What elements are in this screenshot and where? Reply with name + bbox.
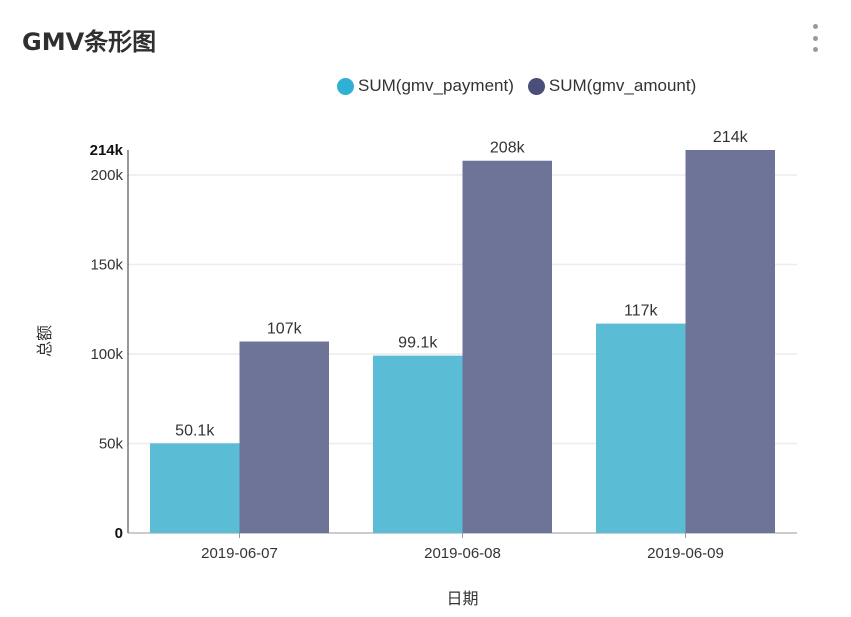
bar-value-label: 107k	[267, 321, 303, 338]
bar-value-label: 99.1k	[398, 335, 438, 352]
x-tick-label: 2019-06-07	[201, 545, 278, 562]
legend-label: SUM(gmv_payment)	[358, 76, 514, 95]
y-axis-title: 总额	[35, 325, 54, 357]
y-tick-label: 150k	[90, 257, 123, 274]
bar[interactable]	[685, 150, 776, 533]
menu-dot	[812, 24, 818, 29]
bar-value-label: 50.1k	[175, 422, 215, 439]
bars	[150, 150, 775, 533]
chart-legend: SUM(gmv_payment) SUM(gmv_amount)	[337, 74, 710, 98]
bar-value-label: 214k	[713, 129, 749, 146]
legend-swatch	[337, 77, 354, 95]
x-tick-label: 2019-06-08	[424, 545, 501, 562]
data-labels: 50.1k 107k 99.1k 208k 117k 214k	[175, 129, 748, 439]
bar[interactable]	[462, 160, 553, 533]
y-tick-label: 214k	[90, 142, 124, 159]
bar[interactable]	[373, 355, 463, 533]
legend-item-gmv-payment[interactable]: SUM(gmv_payment)	[337, 76, 514, 96]
y-tick-label: 0	[115, 525, 123, 542]
legend-label: SUM(gmv_amount)	[548, 76, 697, 95]
menu-dot	[812, 35, 818, 41]
bar[interactable]	[150, 443, 240, 533]
chart-title: GMV条形图	[22, 28, 157, 56]
more-vertical-icon[interactable]	[808, 24, 822, 52]
x-tick-label: 2019-06-09	[647, 545, 724, 562]
menu-dot	[812, 47, 818, 52]
y-tick-label: 50k	[99, 436, 124, 453]
y-tick-label: 100k	[90, 346, 123, 363]
legend-item-gmv-amount[interactable]: SUM(gmv_amount)	[527, 76, 697, 96]
y-tick-label: 200k	[90, 167, 123, 184]
x-axis-title: 日期	[446, 589, 478, 608]
legend-swatch	[527, 77, 545, 95]
bar[interactable]	[239, 341, 330, 534]
y-axis: 0 50k 100k 150k 200k 214k	[90, 142, 129, 542]
bar-value-label: 117k	[624, 303, 659, 320]
x-axis: 2019-06-07 2019-06-08 2019-06-09	[128, 532, 797, 562]
bar-value-label: 208k	[490, 140, 526, 157]
bar[interactable]	[596, 323, 686, 533]
